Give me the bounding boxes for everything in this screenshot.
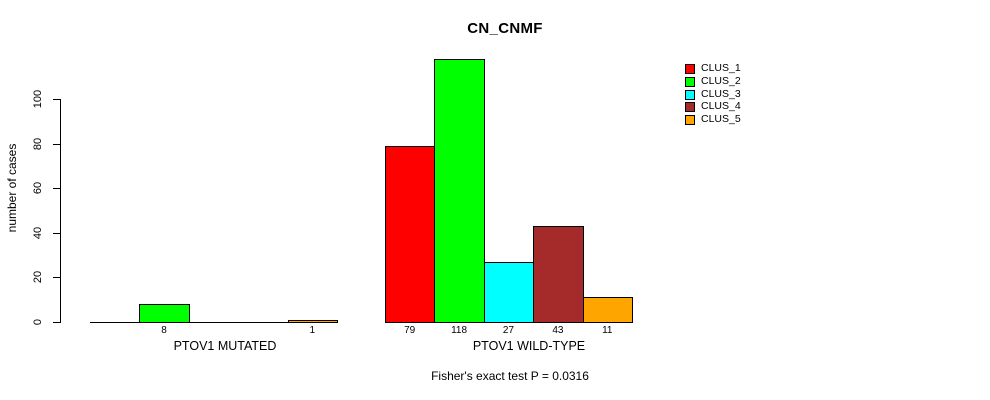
y-tick-label: 100 — [32, 89, 44, 109]
bar-clus_3-wildtype — [483, 262, 535, 323]
bar-clus_4-wildtype — [533, 226, 584, 323]
bar-value-label: 79 — [404, 325, 416, 336]
y-tick-label: 20 — [32, 270, 44, 284]
bar-value-label: 118 — [451, 325, 468, 336]
legend-label: CLUS_5 — [701, 113, 741, 126]
y-tick-mark — [53, 322, 60, 323]
y-tick-mark — [53, 188, 60, 189]
y-tick-label: 0 — [32, 318, 44, 326]
bar-clus_2-mutated — [139, 304, 190, 323]
bar-clus_5-wildtype — [582, 297, 633, 323]
y-tick-mark — [53, 277, 60, 278]
y-axis-label: number of cases — [5, 143, 19, 233]
bar-clus_2-wildtype — [434, 59, 485, 323]
bar-clus_5-mutated — [287, 320, 338, 323]
y-tick-label: 60 — [32, 181, 44, 195]
bar-clus_1-wildtype — [385, 146, 436, 323]
legend-label: CLUS_1 — [701, 62, 741, 74]
bar-clus_1-zero — [90, 322, 141, 323]
bar-clus_3-zero — [188, 322, 240, 323]
group-label-mutated: PTOV1 MUTATED — [173, 339, 277, 353]
legend-label: CLUS_4 — [701, 100, 741, 113]
y-tick-label: 40 — [32, 226, 44, 240]
bar-value-label: 1 — [309, 325, 316, 336]
y-axis-line — [60, 99, 61, 323]
bar-value-label: 43 — [552, 325, 564, 336]
legend-swatch-clus_2 — [685, 76, 695, 87]
legend-label: CLUS_3 — [701, 87, 741, 100]
bar-clus_4-zero — [238, 322, 289, 323]
y-tick-mark — [53, 99, 60, 100]
caption-fishers-test: Fisher's exact test P = 0.0316 — [431, 369, 589, 383]
bar-value-label: 27 — [502, 325, 515, 336]
bar-value-label: 11 — [602, 325, 613, 336]
bar-value-label: 8 — [161, 325, 167, 336]
y-tick-mark — [53, 144, 60, 145]
group-label-wildtype: PTOV1 WILD-TYPE — [472, 339, 586, 353]
legend-swatch-clus_3 — [685, 89, 695, 100]
legend-label: CLUS_2 — [701, 74, 741, 87]
legend-swatch-clus_1 — [685, 64, 695, 74]
legend-swatch-clus_5 — [685, 115, 695, 126]
y-tick-label: 80 — [32, 137, 44, 151]
y-tick-mark — [53, 233, 60, 234]
legend-swatch-clus_4 — [685, 102, 695, 113]
chart-title: CN_CNMF — [467, 20, 543, 37]
